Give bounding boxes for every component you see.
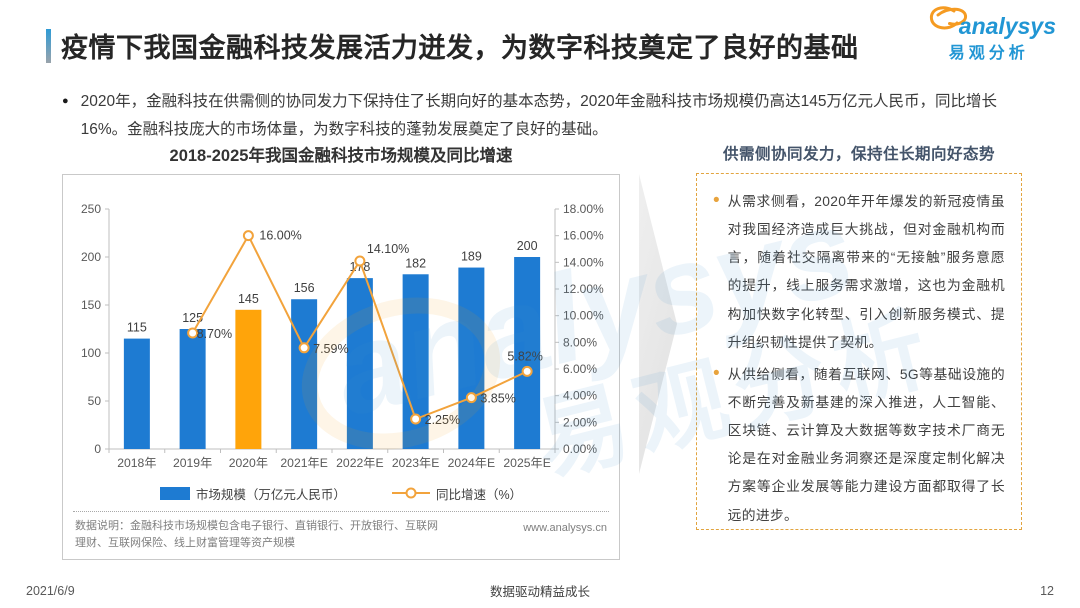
svg-text:2021年E: 2021年E xyxy=(280,456,327,470)
footer-slogan: 数据驱动精益成长 xyxy=(489,585,590,599)
svg-text:18.00%: 18.00% xyxy=(563,202,604,216)
svg-text:150: 150 xyxy=(81,298,101,312)
svg-text:145: 145 xyxy=(238,292,259,306)
svg-text:0.00%: 0.00% xyxy=(563,442,597,456)
svg-text:200: 200 xyxy=(81,250,101,264)
svg-text:6.00%: 6.00% xyxy=(563,362,597,376)
point-2025年E xyxy=(521,365,533,377)
legend-item-market-size: 市场规模（万亿元人民币） xyxy=(159,484,346,503)
svg-text:200: 200 xyxy=(517,239,538,253)
svg-text:115: 115 xyxy=(127,321,147,335)
title-accent-bar xyxy=(46,28,51,63)
list-item: • 从需求侧看，2020年开年爆发的新冠疫情虽对我国经济造成巨大挑战，但对金融机… xyxy=(713,188,1005,357)
bar-2019年 xyxy=(179,329,206,449)
footer-date: 2021/6/9 xyxy=(26,583,75,598)
brand-name: analysys xyxy=(958,12,1056,39)
legend-label: 市场规模（万亿元人民币） xyxy=(195,487,346,502)
svg-text:182: 182 xyxy=(405,256,426,270)
svg-text:125: 125 xyxy=(182,311,203,325)
svg-text:2019年: 2019年 xyxy=(173,456,212,470)
bar-2021年E xyxy=(291,299,318,449)
svg-text:14.10%: 14.10% xyxy=(367,242,409,256)
data-note: 数据说明：金融科技市场规模包含电子银行、直销银行、开放银行、互联网理财、互联网保… xyxy=(75,520,438,549)
svg-text:3.85%: 3.85% xyxy=(480,392,515,406)
svg-text:2018年: 2018年 xyxy=(117,456,156,470)
svg-text:2.25%: 2.25% xyxy=(425,413,460,427)
svg-text:10.00%: 10.00% xyxy=(563,309,604,323)
chart-footnote: 数据说明：金融科技市场规模包含电子银行、直销银行、开放银行、互联网理财、互联网保… xyxy=(73,511,609,559)
bar-2025年E xyxy=(514,257,541,449)
insight-box: • 从需求侧看，2020年开年爆发的新冠疫情虽对我国经济造成巨大挑战，但对金融机… xyxy=(696,173,1022,530)
svg-text:7.59%: 7.59% xyxy=(313,342,348,356)
legend-item-growth-rate: 同比增速（%） xyxy=(391,484,523,503)
list-item: • 从供给侧看，随着互联网、5G等基础设施的不断完善及新基建的深入推进，人工智能… xyxy=(713,361,1005,530)
point-2019年 xyxy=(187,327,199,339)
source-url: www.analysys.cn xyxy=(523,522,607,534)
svg-text:12.00%: 12.00% xyxy=(563,282,604,296)
bar-2018年 xyxy=(123,338,150,449)
point-2024年E xyxy=(465,392,477,404)
page-number: 12 xyxy=(1040,583,1054,598)
chart-title: 2018-2025年我国金融科技市场规模及同比增速 xyxy=(169,147,513,165)
svg-text:2023年E: 2023年E xyxy=(392,456,439,470)
bar-series-swatch-icon xyxy=(159,486,190,500)
bar-2024年E xyxy=(458,267,485,449)
svg-text:2025年E: 2025年E xyxy=(503,456,550,470)
insight-text-demand: 从需求侧看，2020年开年爆发的新冠疫情虽对我国经济造成巨大挑战，但对金融机构而… xyxy=(727,194,1005,350)
bar-2022年E xyxy=(346,278,373,449)
chart-box: 0 50 100 150 200 250 0.00% 2.00% 4.00% 6.00% 8.00%… xyxy=(62,174,620,560)
svg-text:16.00%: 16.00% xyxy=(563,229,604,243)
bullet-dot-icon: • xyxy=(713,362,720,384)
svg-text:100: 100 xyxy=(81,346,101,360)
svg-text:8.00%: 8.00% xyxy=(563,335,597,349)
point-2020年 xyxy=(242,230,254,242)
footer: 2021/6/9 数据驱动精益成长 12 xyxy=(0,581,1080,600)
summary-text: 2020年，金融科技在供需侧的协同发力下保持住了长期向好的基本态势，2020年金… xyxy=(80,93,997,138)
line-series-swatch-icon xyxy=(391,492,430,494)
svg-text:250: 250 xyxy=(81,202,101,216)
svg-text:14.00%: 14.00% xyxy=(563,255,604,269)
bullet-dot-icon: ● xyxy=(62,95,69,107)
svg-text:16.00%: 16.00% xyxy=(259,229,301,243)
svg-text:2.00%: 2.00% xyxy=(563,415,597,429)
transition-arrow-wrap xyxy=(620,140,696,474)
summary-paragraph: ● 2020年，金融科技在供需侧的协同发力下保持住了长期向好的基本态势，2020… xyxy=(62,88,1022,143)
svg-text:156: 156 xyxy=(294,281,315,295)
page-title: 疫情下我国金融科技发展活力迸发，为数字科技奠定了良好的基础 xyxy=(61,33,859,63)
insight-heading: 供需侧协同发力，保持住长期向好态势 xyxy=(722,146,995,163)
insight-column: 供需侧协同发力，保持住长期向好态势 • 从需求侧看，2020年开年爆发的新冠疫情… xyxy=(696,140,1022,530)
svg-text:0: 0 xyxy=(94,442,101,456)
svg-text:189: 189 xyxy=(461,250,482,264)
svg-text:50: 50 xyxy=(88,394,102,408)
point-2023年E xyxy=(410,413,422,425)
insight-text-supply: 从供给侧看，随着互联网、5G等基础设施的不断完善及新基建的深入推进，人工智能、区… xyxy=(727,366,1005,523)
bar-2020年 xyxy=(235,309,262,449)
bullet-dot-icon: • xyxy=(713,190,720,211)
chart-svg: 0 50 100 150 200 250 0.00% 2.00% 4.00% 6.00% 8.00%… xyxy=(81,202,604,470)
market-size-growth-chart: 0 50 100 150 200 250 0.00% 2.00% 4.00% 6.00% 8.00%… xyxy=(65,181,617,481)
svg-text:5.82%: 5.82% xyxy=(507,349,542,363)
svg-text:2022年E: 2022年E xyxy=(336,456,383,470)
svg-text:2024年E: 2024年E xyxy=(448,456,495,470)
brand-logo: analysys 易观分析 xyxy=(923,6,1056,63)
right-arrow-icon xyxy=(639,174,677,474)
point-2021年E xyxy=(298,342,310,354)
svg-text:4.00%: 4.00% xyxy=(563,389,597,403)
legend-label: 同比增速（%） xyxy=(435,487,523,502)
svg-text:8.70%: 8.70% xyxy=(197,327,232,341)
brand-name-cn: 易观分析 xyxy=(948,45,1029,62)
chart-column: 2018-2025年我国金融科技市场规模及同比增速 0 50 100 150 200 25… xyxy=(62,140,620,560)
chart-legend: 市场规模（万亿元人民币） 同比增速（%） xyxy=(65,481,617,505)
svg-text:2020年: 2020年 xyxy=(229,456,268,470)
point-2022年E xyxy=(354,255,366,267)
analysys-logo-swirl-icon xyxy=(923,2,971,42)
main-content: 2018-2025年我国金融科技市场规模及同比增速 0 50 100 150 200 25… xyxy=(62,140,1080,560)
header: 疫情下我国金融科技发展活力迸发，为数字科技奠定了良好的基础 xyxy=(46,26,1060,65)
